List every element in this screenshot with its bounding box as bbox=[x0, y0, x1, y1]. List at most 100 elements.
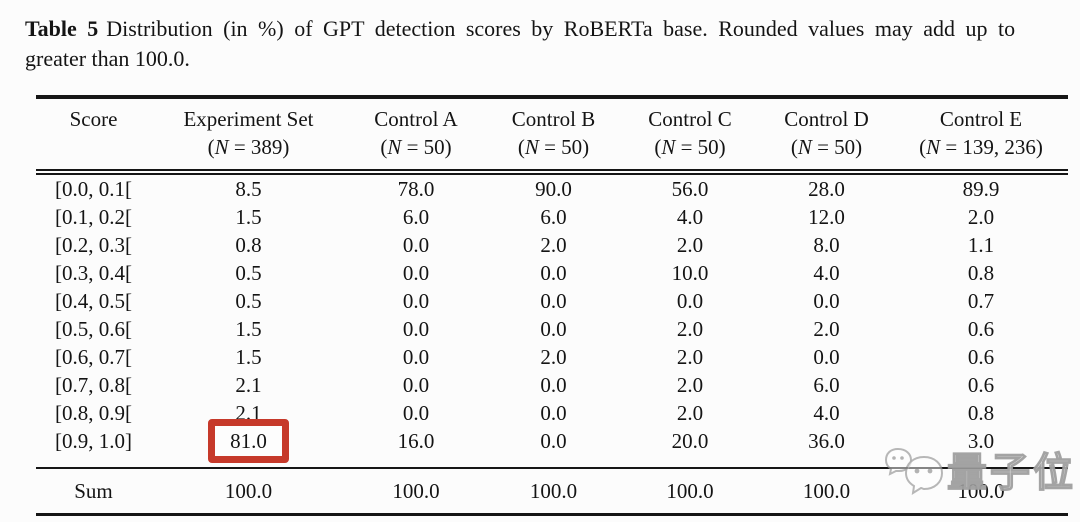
n-pre: ( bbox=[919, 135, 927, 159]
value-cell: 0.0 bbox=[813, 289, 840, 313]
column-title: Control A bbox=[374, 107, 458, 131]
value-cell: 0.0 bbox=[402, 261, 430, 285]
column-header-control-c: Control C (N = 50) bbox=[621, 97, 759, 175]
n-var: N bbox=[387, 135, 402, 159]
score-cell: [0.3, 0.4[ bbox=[55, 261, 132, 285]
value-cell: 0.5 bbox=[235, 261, 262, 285]
n-pre: ( bbox=[654, 135, 662, 159]
value-cell: 56.0 bbox=[671, 177, 709, 201]
sum-value-cell: 100.0 bbox=[894, 467, 1068, 515]
value-cell: 8.5 bbox=[235, 177, 262, 201]
score-cell: [0.4, 0.5[ bbox=[55, 289, 132, 313]
value-cell: 2.0 bbox=[967, 205, 995, 229]
value-cell: 36.0 bbox=[808, 429, 845, 453]
column-title: Control D bbox=[784, 107, 869, 131]
value-cell: 2.0 bbox=[676, 401, 704, 425]
n-post: = 50) bbox=[538, 135, 590, 159]
value-cell: 0.0 bbox=[402, 317, 430, 341]
n-pre: ( bbox=[790, 135, 798, 159]
value-cell: 0.6 bbox=[967, 317, 995, 341]
column-header-score: Score bbox=[36, 97, 151, 175]
column-sample-size: (N = 50) bbox=[486, 133, 621, 161]
value-cell: 4.0 bbox=[813, 261, 840, 285]
value-cell: 6.0 bbox=[813, 373, 840, 397]
value-cell: 1.5 bbox=[235, 205, 262, 229]
value-cell: 0.0 bbox=[540, 261, 567, 285]
table-row: [0.6, 0.7[ 1.5 0.0 2.0 2.0 0.0 0.6 bbox=[36, 343, 1068, 371]
header-row: Score Experiment Set (N = 389) Control A… bbox=[36, 97, 1068, 175]
sum-value-cell: 100.0 bbox=[759, 467, 894, 515]
highlighted-value: 81.0 bbox=[230, 429, 267, 453]
table-row: [0.7, 0.8[ 2.1 0.0 0.0 2.0 6.0 0.6 bbox=[36, 371, 1068, 399]
score-cell: [0.7, 0.8[ bbox=[55, 373, 132, 397]
column-title: Score bbox=[69, 107, 118, 131]
caption-text: Distribution (in %) of GPT detection sco… bbox=[106, 16, 1016, 41]
score-cell: [0.0, 0.1[ bbox=[55, 177, 132, 201]
value-cell: 90.0 bbox=[535, 177, 572, 201]
n-var: N bbox=[214, 135, 229, 159]
column-sample-size: (N = 50) bbox=[759, 133, 894, 161]
value-cell: 1.5 bbox=[235, 317, 262, 341]
table-row: [0.1, 0.2[ 1.5 6.0 6.0 4.0 12.0 2.0 bbox=[36, 203, 1068, 231]
table-row: [0.3, 0.4[ 0.5 0.0 0.0 10.0 4.0 0.8 bbox=[36, 259, 1068, 287]
chat-mascot-icon bbox=[884, 447, 944, 495]
value-cell: 2.0 bbox=[676, 233, 704, 257]
value-cell: 2.0 bbox=[813, 317, 840, 341]
n-post: = 139, 236) bbox=[940, 135, 1043, 159]
n-var: N bbox=[524, 135, 539, 159]
value-cell: 28.0 bbox=[808, 177, 845, 201]
n-post: = 50) bbox=[811, 135, 863, 159]
value-cell: 12.0 bbox=[808, 205, 845, 229]
table-row: [0.2, 0.3[ 0.8 0.0 2.0 2.0 8.0 1.1 bbox=[36, 231, 1068, 259]
value-cell: 0.8 bbox=[235, 233, 262, 257]
table-row: [0.8, 0.9[ 2.1 0.0 0.0 2.0 4.0 0.8 bbox=[36, 399, 1068, 427]
value-cell: 0.8 bbox=[967, 261, 995, 285]
value-cell: 0.0 bbox=[540, 373, 567, 397]
sum-value-cell: 100.0 bbox=[346, 467, 486, 515]
value-cell: 16.0 bbox=[397, 429, 435, 453]
column-header-control-d: Control D (N = 50) bbox=[759, 97, 894, 175]
value-cell: 81.0 bbox=[151, 419, 346, 468]
value-cell: 0.5 bbox=[235, 289, 262, 313]
column-sample-size: (N = 139, 236) bbox=[894, 133, 1068, 161]
value-cell: 0.0 bbox=[402, 401, 430, 425]
value-cell: 4.0 bbox=[813, 401, 840, 425]
value-cell: 0.0 bbox=[402, 233, 430, 257]
column-title: Control E bbox=[939, 107, 1023, 131]
value-cell: 2.0 bbox=[540, 345, 567, 369]
score-cell: [0.5, 0.6[ bbox=[55, 317, 132, 341]
distribution-table: Score Experiment Set (N = 389) Control A… bbox=[36, 95, 1068, 516]
n-post: = 50) bbox=[675, 135, 726, 159]
value-cell: 20.0 bbox=[671, 429, 709, 453]
n-pre: ( bbox=[380, 135, 388, 159]
score-cell: [0.1, 0.2[ bbox=[55, 205, 132, 229]
table-row: [0.4, 0.5[ 0.5 0.0 0.0 0.0 0.0 0.7 bbox=[36, 287, 1068, 315]
value-cell: 0.0 bbox=[540, 289, 567, 313]
value-cell: 2.0 bbox=[676, 373, 704, 397]
column-header-control-b: Control B (N = 50) bbox=[486, 97, 621, 175]
table-row: [0.5, 0.6[ 1.5 0.0 0.0 2.0 2.0 0.6 bbox=[36, 315, 1068, 343]
value-cell: 2.0 bbox=[540, 233, 567, 257]
column-header-control-a: Control A (N = 50) bbox=[346, 97, 486, 175]
sum-row: Sum 100.0 100.0 100.0 100.0 100.0 100.0 bbox=[36, 467, 1068, 515]
table-row: [0.0, 0.1[ 8.5 78.0 90.0 56.0 28.0 89.9 bbox=[36, 172, 1068, 203]
column-title: Control B bbox=[511, 107, 596, 131]
score-cell: [0.8, 0.9[ bbox=[55, 401, 132, 425]
table-caption: Table 5 Distribution (in %) of GPT detect… bbox=[25, 14, 1080, 74]
score-cell: [0.2, 0.3[ bbox=[55, 233, 132, 257]
value-cell: 2.1 bbox=[235, 373, 262, 397]
value-cell: 0.7 bbox=[967, 289, 995, 313]
value-cell: 0.6 bbox=[967, 373, 995, 397]
score-cell: [0.9, 1.0] bbox=[55, 429, 132, 453]
value-cell: 0.8 bbox=[967, 401, 995, 425]
value-cell: 0.0 bbox=[402, 289, 430, 313]
n-pre: ( bbox=[517, 135, 525, 159]
caption-label: Table 5 bbox=[25, 16, 99, 41]
sum-value-cell: 100.0 bbox=[621, 467, 759, 515]
value-cell: 0.0 bbox=[402, 345, 430, 369]
n-pre: ( bbox=[207, 135, 215, 159]
value-cell: 0.0 bbox=[540, 429, 567, 453]
table-row: [0.9, 1.0] 81.0 16.0 0.0 20.0 36.0 3.0 bbox=[36, 419, 1068, 468]
value-cell: 2.0 bbox=[676, 317, 704, 341]
watermark-text: 量子位 bbox=[946, 450, 1076, 495]
